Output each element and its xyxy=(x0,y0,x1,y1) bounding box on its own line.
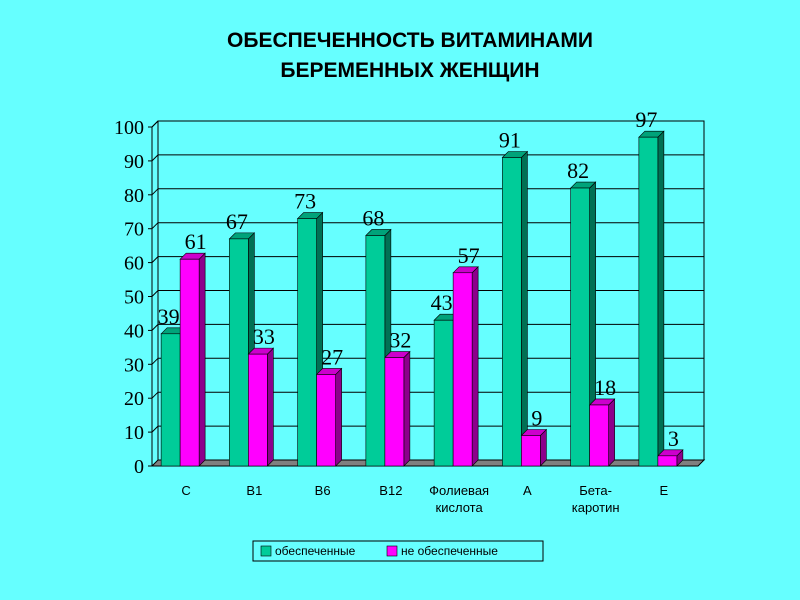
bar-not-provided xyxy=(315,367,343,467)
bar-front xyxy=(297,218,317,467)
y-tick-label: 100 xyxy=(114,117,144,139)
bar-front xyxy=(638,136,659,467)
y-tick-label: 80 xyxy=(124,185,144,207)
legend-swatch xyxy=(260,545,272,557)
y-tick-label: 90 xyxy=(124,151,144,173)
bar-front xyxy=(657,455,678,467)
chart-title-line-1: ОБЕСПЕЧЕННОСТЬ ВИТАМИНАМИ xyxy=(227,29,593,52)
data-label: 97 xyxy=(635,107,657,132)
x-tick-label: В1 xyxy=(246,483,262,498)
gridline-side xyxy=(151,256,159,263)
bar-front xyxy=(179,258,200,467)
gridline-side xyxy=(151,425,159,433)
bar-front xyxy=(521,435,541,467)
bar-side xyxy=(403,350,411,467)
y-tick-label: 30 xyxy=(124,354,144,376)
bar-front xyxy=(248,353,268,467)
data-label: 39 xyxy=(158,304,180,329)
data-label: 32 xyxy=(389,328,411,353)
legend-box xyxy=(252,540,544,562)
gridline-side xyxy=(151,222,159,230)
bar-not-provided xyxy=(179,252,206,467)
x-tick-label: С xyxy=(181,483,190,498)
bar-not-provided xyxy=(452,266,479,467)
chart-title: ОБЕСПЕЧЕННОСТЬ ВИТАМИНАМИ БЕРЕМЕННЫХ ЖЕН… xyxy=(100,26,720,86)
y-axis-top xyxy=(151,120,159,128)
bar-side xyxy=(471,266,479,467)
x-tick-label: В12 xyxy=(379,483,402,498)
bar-front xyxy=(365,235,386,467)
bar-front xyxy=(452,272,473,467)
bar-provided xyxy=(569,181,597,467)
gridline-side xyxy=(151,290,159,297)
x-tick-label: кислота xyxy=(436,500,484,515)
bar-provided xyxy=(638,130,665,467)
bar-front xyxy=(433,319,454,467)
y-tick-label: 70 xyxy=(124,219,144,241)
data-label: 68 xyxy=(362,205,384,230)
x-tick-label: А xyxy=(523,483,532,498)
bar-side xyxy=(335,367,342,467)
data-label: 9 xyxy=(531,405,542,430)
bar-not-provided xyxy=(657,449,684,467)
y-tick-label: 50 xyxy=(124,287,144,309)
y-tick-label: 40 xyxy=(124,320,144,342)
chart-title-line-2: БЕРЕМЕННЫХ ЖЕНЩИН xyxy=(280,59,540,82)
data-label: 73 xyxy=(294,189,316,214)
data-label: 43 xyxy=(431,290,453,315)
bar-front xyxy=(570,187,590,467)
x-tick-label: каротин xyxy=(572,500,620,515)
bar-front xyxy=(160,333,181,467)
legend-swatch xyxy=(386,545,398,557)
bar-not-provided xyxy=(588,398,616,467)
bar-front xyxy=(316,374,336,467)
y-tick-label: 10 xyxy=(124,422,144,444)
bar-side xyxy=(521,150,528,467)
data-label: 91 xyxy=(499,128,521,153)
bar-front xyxy=(502,157,522,467)
data-label: 61 xyxy=(185,229,207,254)
bar-side xyxy=(608,398,615,467)
gridline-side xyxy=(151,154,159,162)
bar-side xyxy=(198,252,206,467)
bar-front xyxy=(384,357,405,467)
data-label: 67 xyxy=(226,209,248,234)
x-tick-label: Фолиевая xyxy=(429,483,489,498)
bar-provided xyxy=(501,150,529,467)
bar-not-provided xyxy=(247,347,275,467)
data-label: 57 xyxy=(458,243,480,268)
gridline-side xyxy=(151,357,159,365)
data-label: 3 xyxy=(668,426,679,451)
legend-label: не обеспеченные xyxy=(401,544,498,558)
legend-label: обеспеченные xyxy=(275,544,356,558)
y-tick-label: 0 xyxy=(134,456,144,478)
gridline-side xyxy=(151,324,159,331)
x-tick-label: В6 xyxy=(315,483,331,498)
bar-front xyxy=(589,404,609,467)
legend: обеспеченные не обеспеченные xyxy=(252,540,544,562)
data-label: 82 xyxy=(567,158,589,183)
bar-front xyxy=(229,238,249,467)
gridline-side xyxy=(151,391,159,399)
bar-side xyxy=(267,347,274,467)
bar-not-provided xyxy=(520,428,548,467)
bar-side xyxy=(657,130,665,467)
data-label: 18 xyxy=(594,375,616,400)
x-tick-label: Бета- xyxy=(579,483,612,498)
x-tick-label: Е xyxy=(660,483,669,498)
bar-not-provided xyxy=(384,350,411,467)
y-tick-label: 60 xyxy=(124,253,144,275)
y-tick-label: 20 xyxy=(124,388,144,410)
data-label: 27 xyxy=(321,344,343,369)
gridline-side xyxy=(151,188,159,196)
data-label: 33 xyxy=(253,324,275,349)
